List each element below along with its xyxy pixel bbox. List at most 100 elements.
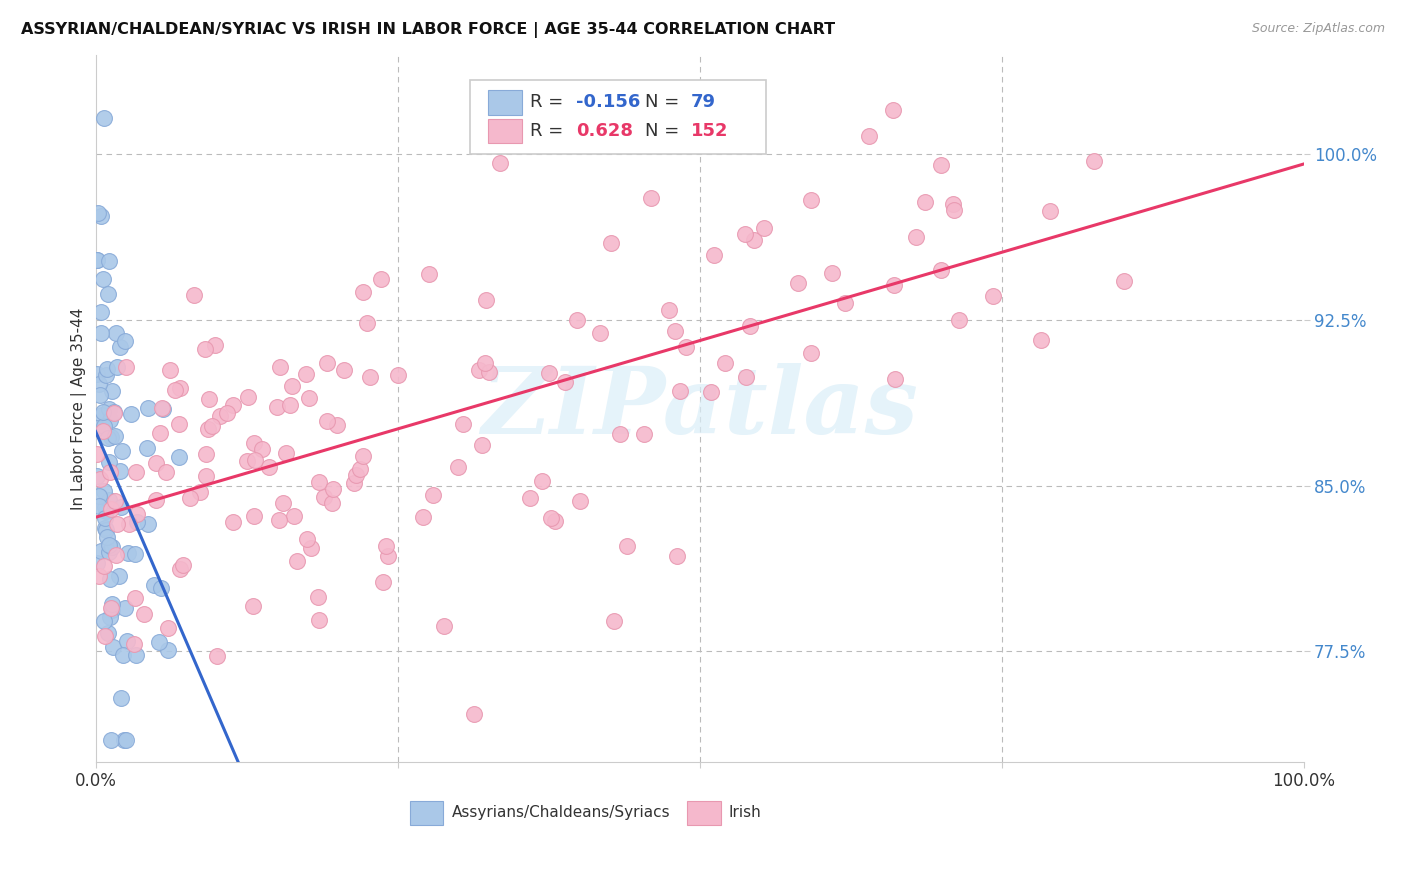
Point — [114, 732, 136, 747]
Point — [453, 417, 475, 432]
Point — [93, 419, 115, 434]
Point — [183, 288, 205, 302]
Text: ZIPatlas: ZIPatlas — [481, 363, 918, 453]
Text: Assyrians/Chaldeans/Syriacs: Assyrians/Chaldeans/Syriacs — [451, 805, 671, 820]
Point — [93, 111, 115, 125]
Point — [252, 442, 274, 457]
Point — [1083, 154, 1105, 169]
Point — [243, 436, 266, 450]
Point — [167, 450, 190, 465]
Point — [943, 202, 966, 217]
Point — [489, 156, 512, 170]
Point — [882, 103, 904, 118]
Point — [884, 372, 907, 386]
Point — [127, 507, 149, 521]
Point — [97, 286, 120, 301]
Point — [371, 575, 394, 590]
Text: R =: R = — [530, 121, 569, 140]
Point — [195, 468, 218, 483]
Point — [278, 398, 301, 412]
Point — [374, 539, 396, 553]
Point — [703, 248, 725, 262]
Point — [107, 359, 129, 374]
Point — [742, 234, 765, 248]
Point — [948, 312, 970, 326]
Point — [377, 549, 399, 564]
Text: N =: N = — [645, 94, 685, 112]
Point — [145, 456, 167, 470]
Point — [93, 559, 115, 574]
Point — [155, 465, 177, 479]
Point — [86, 253, 108, 268]
Point — [108, 464, 131, 478]
Point — [616, 539, 638, 553]
Point — [118, 516, 141, 531]
Point — [412, 510, 434, 524]
Point — [100, 598, 122, 612]
Point — [96, 362, 118, 376]
Point — [664, 324, 686, 338]
Point — [799, 193, 821, 207]
Point — [145, 493, 167, 508]
Point — [295, 367, 318, 381]
Point — [110, 691, 132, 706]
Point — [658, 303, 681, 318]
Point — [169, 562, 191, 576]
Point — [104, 494, 127, 508]
Point — [222, 398, 245, 412]
Point — [537, 366, 560, 380]
Point — [169, 381, 191, 395]
Point — [120, 407, 142, 421]
Point — [540, 510, 562, 524]
Point — [295, 533, 318, 547]
Point — [100, 603, 122, 617]
Point — [86, 469, 108, 483]
Point — [93, 483, 115, 498]
Point — [98, 538, 121, 552]
Point — [108, 569, 131, 583]
Point — [981, 289, 1004, 303]
Point — [91, 425, 114, 439]
Point — [94, 368, 117, 383]
Point — [124, 637, 146, 651]
Point — [356, 316, 378, 330]
Point — [136, 401, 159, 416]
Point — [149, 581, 172, 595]
Point — [117, 634, 139, 648]
Point — [298, 391, 321, 405]
Point — [152, 401, 174, 416]
Point — [125, 465, 148, 479]
Point — [308, 475, 330, 490]
Point — [90, 209, 112, 223]
Point — [98, 545, 121, 559]
Point — [519, 491, 541, 505]
Point — [105, 549, 128, 563]
Point — [609, 427, 631, 442]
Point — [1038, 204, 1060, 219]
Point — [474, 356, 496, 370]
Point — [734, 369, 756, 384]
Point — [343, 476, 366, 491]
Point — [245, 452, 267, 467]
Point — [675, 340, 697, 354]
Point — [322, 482, 344, 496]
Point — [112, 732, 135, 747]
Text: N =: N = — [645, 121, 685, 140]
Point — [157, 621, 180, 635]
Point — [89, 472, 111, 486]
Point — [172, 558, 194, 573]
Point — [98, 572, 121, 586]
Point — [236, 454, 259, 468]
Point — [157, 643, 180, 657]
Point — [600, 235, 623, 250]
Point — [87, 490, 110, 504]
Point — [222, 515, 245, 529]
Point — [112, 648, 135, 663]
Point — [665, 549, 688, 564]
Point — [94, 504, 117, 518]
Point — [100, 502, 122, 516]
FancyBboxPatch shape — [470, 80, 766, 154]
Point — [93, 510, 115, 524]
Point — [104, 326, 127, 341]
FancyBboxPatch shape — [688, 801, 721, 825]
